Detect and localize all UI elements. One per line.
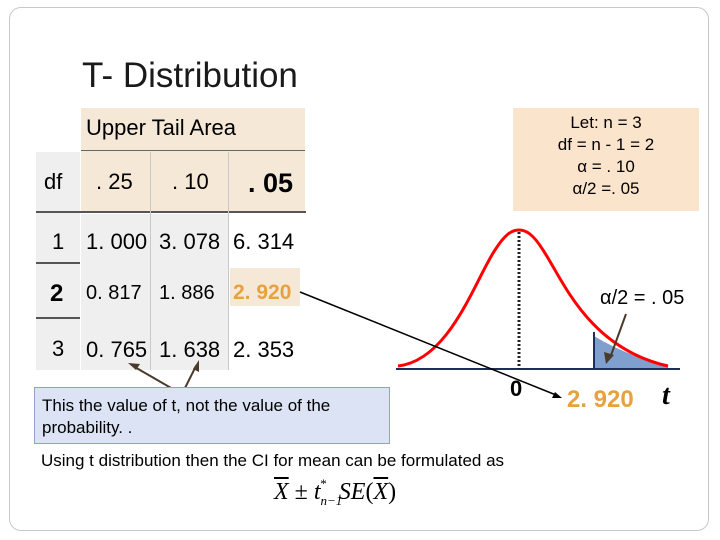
parameters-note: Let: n = 3 df = n - 1 = 2 α = . 10 α/2 =… xyxy=(513,108,699,211)
table-rule xyxy=(36,211,306,213)
tail-arrowhead xyxy=(604,352,614,364)
column-header: . 25 xyxy=(96,169,133,194)
df-column-bg xyxy=(36,152,80,370)
column-header: . 05 xyxy=(248,168,294,198)
row-df: 2 xyxy=(50,280,64,307)
note-line: α = . 10 xyxy=(577,157,635,176)
table-body-bg xyxy=(81,214,229,370)
table-header-bg xyxy=(81,108,305,212)
table-cell: 0. 765 xyxy=(86,337,148,362)
column-divider xyxy=(150,152,151,370)
slide-title: T- Distribution xyxy=(82,56,298,95)
table-cell-highlighted: 2. 920 xyxy=(233,281,292,304)
density-curve xyxy=(397,228,669,368)
note-line: Let: n = 3 xyxy=(570,113,642,132)
table-cell: 1. 886 xyxy=(159,282,215,304)
column-divider xyxy=(228,152,229,370)
table-cell: 1. 000 xyxy=(86,229,148,254)
note-line: α/2 =. 05 xyxy=(572,179,640,198)
callout-arrowhead xyxy=(193,360,199,372)
table-cell: 0. 817 xyxy=(86,282,142,304)
callout-note: This the value of t, not the value of th… xyxy=(34,387,390,444)
table-rule xyxy=(36,262,80,264)
table-header: Upper Tail Area xyxy=(86,115,237,140)
row-df: 1 xyxy=(52,229,65,254)
note-line: df = n - 1 = 2 xyxy=(557,135,655,154)
table-cell: 3. 078 xyxy=(159,229,221,254)
footer-text: Using t distribution then the CI for mea… xyxy=(41,451,505,470)
zero-label: 0 xyxy=(510,376,523,401)
link-arrow xyxy=(299,291,557,396)
tail-arrow xyxy=(609,313,627,359)
table-cell: 6. 314 xyxy=(233,229,295,254)
table-cell: 2. 353 xyxy=(233,337,295,362)
header-rule xyxy=(81,150,305,151)
ci-formula: X ± tn−1* SE(X) xyxy=(274,476,397,508)
highlight-cell xyxy=(230,268,300,306)
t-axis-label: t xyxy=(662,380,670,411)
table-rule xyxy=(36,317,80,319)
column-header: . 10 xyxy=(172,169,209,194)
tail-area-label: α/2 = . 05 xyxy=(600,287,685,309)
df-label: df xyxy=(44,169,63,194)
critical-value-label: 2. 920 xyxy=(567,386,634,413)
upper-tail-shade xyxy=(594,336,668,368)
link-arrowhead xyxy=(552,392,562,398)
row-df: 3 xyxy=(52,336,65,361)
slide-frame xyxy=(9,7,709,531)
table-cell: 1. 638 xyxy=(159,337,221,362)
callout-arrowhead xyxy=(128,363,140,370)
